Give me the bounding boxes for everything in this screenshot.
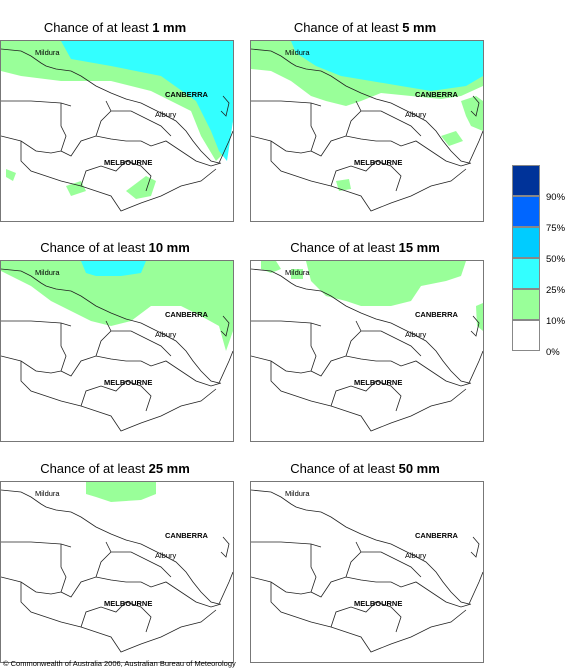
label-albury: Albury (155, 551, 177, 560)
legend-label-0: 0% (546, 347, 560, 358)
label-mildura: Mildura (35, 489, 60, 498)
panel-title: Chance of at least 1 mm (43, 20, 187, 35)
label-melbourne: MELBOURNE (104, 158, 152, 167)
label-canberra: CANBERRA (415, 90, 459, 99)
legend-swatch-0 (512, 320, 540, 351)
panel-title: Chance of at least 5 mm (293, 20, 437, 35)
label-mildura: Mildura (35, 48, 60, 57)
label-albury: Albury (155, 110, 177, 119)
legend-swatch-75 (512, 196, 540, 227)
label-melbourne: MELBOURNE (354, 599, 402, 608)
probability-map: Mildura CANBERRA Albury MELBOURNE (250, 481, 484, 663)
legend-swatch-90 (512, 165, 540, 196)
label-melbourne: MELBOURNE (104, 599, 152, 608)
label-albury: Albury (405, 551, 427, 560)
probability-map: Mildura CANBERRA Albury MELBOURNE (0, 260, 234, 442)
label-albury: Albury (405, 110, 427, 119)
label-canberra: CANBERRA (165, 90, 209, 99)
label-mildura: Mildura (285, 489, 310, 498)
probability-map: Mildura CANBERRA Albury MELBOURNE (250, 40, 484, 222)
probability-map: Mildura CANBERRA Albury MELBOURNE (0, 40, 234, 222)
label-canberra: CANBERRA (165, 310, 209, 319)
legend-swatch-50 (512, 227, 540, 258)
probability-map: Mildura CANBERRA Albury MELBOURNE (0, 481, 234, 663)
label-mildura: Mildura (285, 48, 310, 57)
label-mildura: Mildura (285, 268, 310, 277)
panel-title: Chance of at least 15 mm (290, 240, 440, 255)
label-albury: Albury (155, 330, 177, 339)
legend-swatch-10 (512, 289, 540, 320)
label-melbourne: MELBOURNE (354, 158, 402, 167)
probability-map: Mildura CANBERRA Albury MELBOURNE (250, 260, 484, 442)
panel-title: Chance of at least 50 mm (290, 461, 440, 476)
legend-label-90: 90% (546, 192, 566, 203)
label-mildura: Mildura (35, 268, 60, 277)
copyright-notice: © Commonwealth of Australia 2006, Austra… (3, 659, 236, 668)
label-canberra: CANBERRA (415, 310, 459, 319)
legend-label-75: 75% (546, 223, 566, 234)
panel-title: Chance of at least 25 mm (40, 461, 190, 476)
legend-swatch-25 (512, 258, 540, 289)
panel-title: Chance of at least 10 mm (40, 240, 190, 255)
legend-label-25: 25% (546, 285, 566, 296)
legend-label-10: 10% (546, 316, 566, 327)
label-melbourne: MELBOURNE (354, 378, 402, 387)
label-albury: Albury (405, 330, 427, 339)
label-melbourne: MELBOURNE (104, 378, 152, 387)
label-canberra: CANBERRA (165, 531, 209, 540)
label-canberra: CANBERRA (415, 531, 459, 540)
legend-label-50: 50% (546, 254, 566, 265)
